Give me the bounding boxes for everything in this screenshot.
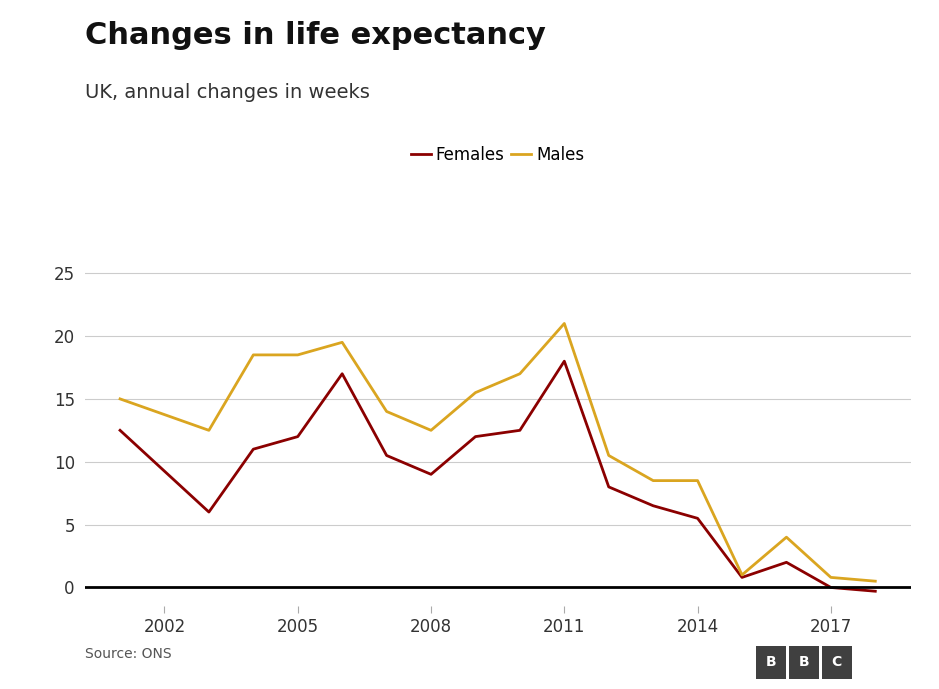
Text: B: B bbox=[765, 655, 777, 669]
Text: Source: ONS: Source: ONS bbox=[85, 648, 171, 661]
Text: C: C bbox=[832, 655, 841, 669]
Text: Changes in life expectancy: Changes in life expectancy bbox=[85, 21, 546, 50]
Text: UK, annual changes in weeks: UK, annual changes in weeks bbox=[85, 83, 369, 102]
Text: B: B bbox=[798, 655, 809, 669]
Legend: Females, Males: Females, Males bbox=[404, 139, 592, 171]
